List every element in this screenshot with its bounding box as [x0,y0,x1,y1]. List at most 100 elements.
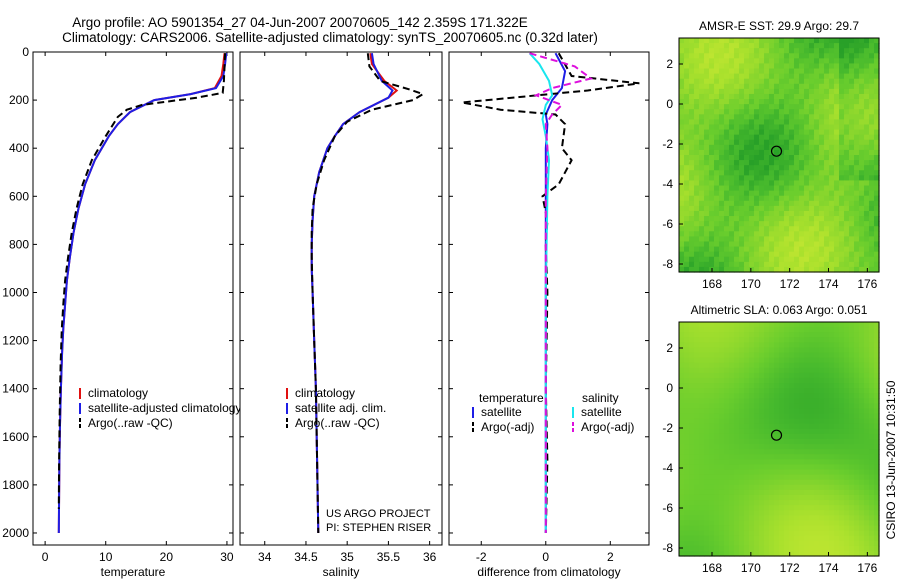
map-cell [749,185,755,192]
map-cell [849,261,855,268]
map-cell [844,226,850,232]
map-cell [874,210,880,217]
map-cell [829,342,835,349]
map-cell [729,332,735,338]
map-cell [754,58,760,65]
map-cell [784,104,790,110]
map-cell [789,43,795,49]
map-cell [719,540,725,547]
map-cell [774,221,780,227]
map-cell [749,388,755,394]
map-cell [719,433,725,440]
map-cell [764,73,770,80]
map-cell [844,175,850,182]
map-cell [739,423,745,430]
map-cell [829,377,835,384]
map-cell [819,88,825,95]
map-cell [724,535,730,542]
map-cell [689,535,695,542]
map-cell [699,464,705,471]
map-cell [824,530,830,537]
map-cell [784,322,790,328]
map-cell [784,474,790,481]
map-cell [739,165,745,171]
map-cell [814,454,820,460]
map-cell [699,246,705,253]
map-cell [779,155,785,161]
map-cell [829,73,835,80]
map-cell [709,83,715,90]
map-cell [819,337,825,343]
map-cell [844,357,850,364]
map-cell [819,134,825,141]
map-cell [819,83,825,90]
map-cell [839,383,845,389]
map-cell [704,403,710,410]
map-cell [769,367,775,374]
map-cell [724,109,730,115]
map-cell [699,190,705,197]
map-cell [739,327,745,333]
map-cell [864,241,870,248]
map-cell [754,550,760,557]
map-cell [729,347,735,354]
map-cell [734,200,740,207]
map-cell [824,362,830,369]
map-cell [714,439,720,445]
map-cell [769,236,775,243]
map-cell [839,139,845,146]
map-cell [779,479,785,486]
map-cell [784,149,790,156]
map-cell [774,155,780,161]
map-cell [759,327,765,333]
map-cell [799,216,805,222]
map-cell [709,332,715,338]
map-cell [789,144,795,151]
map-cell [809,236,815,243]
map-cell [704,68,710,75]
map-cell [754,124,760,131]
map-cell [854,352,860,359]
map-cell [829,68,835,75]
map-cell [874,403,880,410]
map-cell [869,505,875,511]
map-cell [794,266,800,273]
map-cell [814,347,820,354]
map-cell [824,43,830,49]
map-cell [779,241,785,248]
map-cell [694,530,700,537]
map-cell [849,489,855,496]
map-cell [689,68,695,75]
map-cell [839,38,845,44]
map-cell [774,99,780,105]
map-cell [739,190,745,197]
map-cell [754,129,760,136]
map-cell [824,332,830,338]
map-cell [869,383,875,389]
map-cell [794,545,800,552]
map-cell [724,104,730,110]
map-cell [789,109,795,115]
map-cell [799,494,805,501]
map-cell [799,236,805,243]
map-cell [754,535,760,542]
map-cell [769,423,775,430]
map-cell [774,474,780,481]
map-cell [859,322,865,328]
map-cell [704,505,710,511]
map-cell [689,357,695,364]
map-cell [759,185,765,192]
map-cell [864,352,870,359]
map-cell [714,251,720,258]
map-cell [729,180,735,187]
map-cell [784,38,790,44]
map-cell [814,160,820,166]
map-cell [834,474,840,481]
map-cell [704,109,710,115]
map-cell [834,73,840,80]
map-cell [679,48,685,54]
map-cell [814,165,820,171]
map-cell [824,449,830,455]
map-cell [819,454,825,460]
map-cell [869,439,875,445]
